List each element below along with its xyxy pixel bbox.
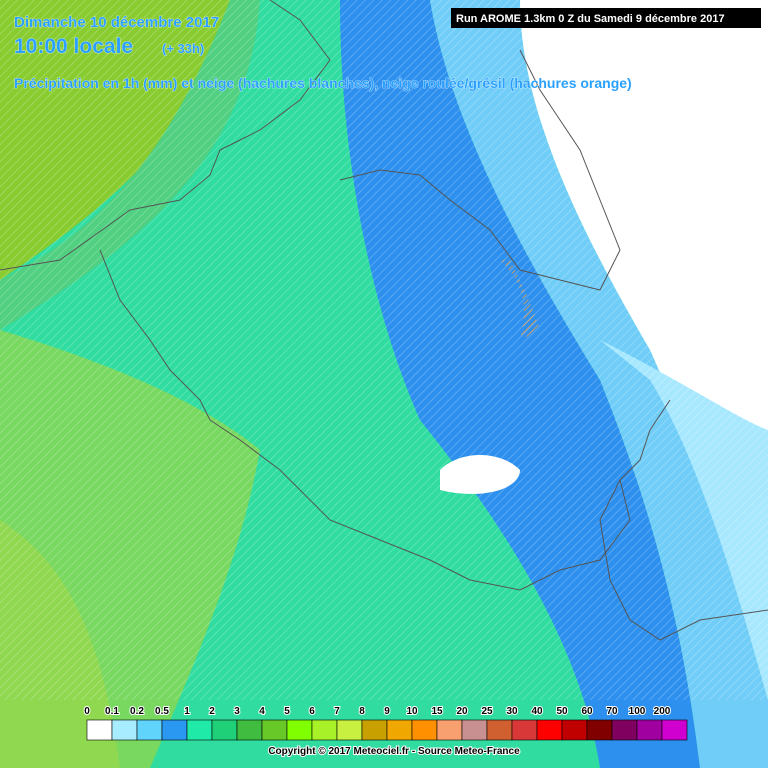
- borders: [0, 0, 768, 641]
- legend-swatch: [511, 719, 538, 741]
- legend-swatch: [236, 719, 263, 741]
- legend-swatch: [411, 719, 438, 741]
- time: 10:00 locale: [14, 35, 133, 58]
- legend-label: 0: [84, 706, 90, 717]
- legend-label: 7: [334, 706, 340, 717]
- legend-swatch: [386, 719, 413, 741]
- legend-swatch: [311, 719, 338, 741]
- legend-label: 6: [309, 706, 315, 717]
- legend-swatch: [436, 719, 463, 741]
- legend-label: 0.2: [130, 706, 144, 717]
- legend-swatch: [461, 719, 488, 741]
- legend-label: 100: [629, 706, 646, 717]
- legend-label: 50: [556, 706, 568, 717]
- legend-label: 5: [284, 706, 290, 717]
- legend-swatch: [211, 719, 238, 741]
- legend-label: 70: [606, 706, 618, 717]
- legend-swatch: [586, 719, 613, 741]
- legend-swatch: [361, 719, 388, 741]
- run-box: [451, 8, 761, 28]
- legend-label: 9: [384, 706, 390, 717]
- lead-time: (+ 33h): [162, 41, 204, 56]
- legend-label: 1: [184, 706, 190, 717]
- legend-label: 60: [581, 706, 593, 717]
- legend-swatch: [636, 719, 663, 741]
- legend-swatch: [536, 719, 563, 741]
- legend-swatch: [561, 719, 588, 741]
- legend-swatch: [486, 719, 513, 741]
- legend-label: 25: [481, 706, 493, 717]
- legend-swatch: [86, 719, 113, 741]
- legend-label: 8: [359, 706, 365, 717]
- legend-label: 0.1: [105, 706, 119, 717]
- legend-label: 20: [456, 706, 468, 717]
- legend-label: 3: [234, 706, 240, 717]
- legend-label: 15: [431, 706, 443, 717]
- legend-swatch: [136, 719, 163, 741]
- legend-swatch: [161, 719, 188, 741]
- legend-label: 30: [506, 706, 518, 717]
- legend: 0 0.1 0.2 0.5 1 2 3 4 5 6 7 8 9 10 15 20 25 30 40 50 60 70 100…: [83, 705, 688, 741]
- legend-label: 40: [531, 706, 543, 717]
- description: Précipitation en 1h (mm) et neige (hachu…: [14, 75, 632, 91]
- legend-label: 10: [406, 706, 418, 717]
- legend-label: 4: [259, 706, 265, 717]
- legend-swatch: [286, 719, 313, 741]
- copyright: Copyright © 2017 Meteociel.fr - Source M…: [268, 746, 520, 757]
- legend-label: 200: [654, 706, 671, 717]
- legend-label: 2: [209, 706, 215, 717]
- legend-swatch: [611, 719, 638, 741]
- legend-swatch: [186, 719, 213, 741]
- legend-swatch: [336, 719, 363, 741]
- legend-swatch: [261, 719, 288, 741]
- legend-swatch: [111, 719, 138, 741]
- run-info: Run AROME 1.3km 0 Z du Samedi 9 décembre…: [456, 13, 725, 25]
- legend-swatch: [661, 719, 688, 741]
- legend-label: 0.5: [155, 706, 169, 717]
- date: Dimanche 10 décembre 2017: [14, 14, 219, 31]
